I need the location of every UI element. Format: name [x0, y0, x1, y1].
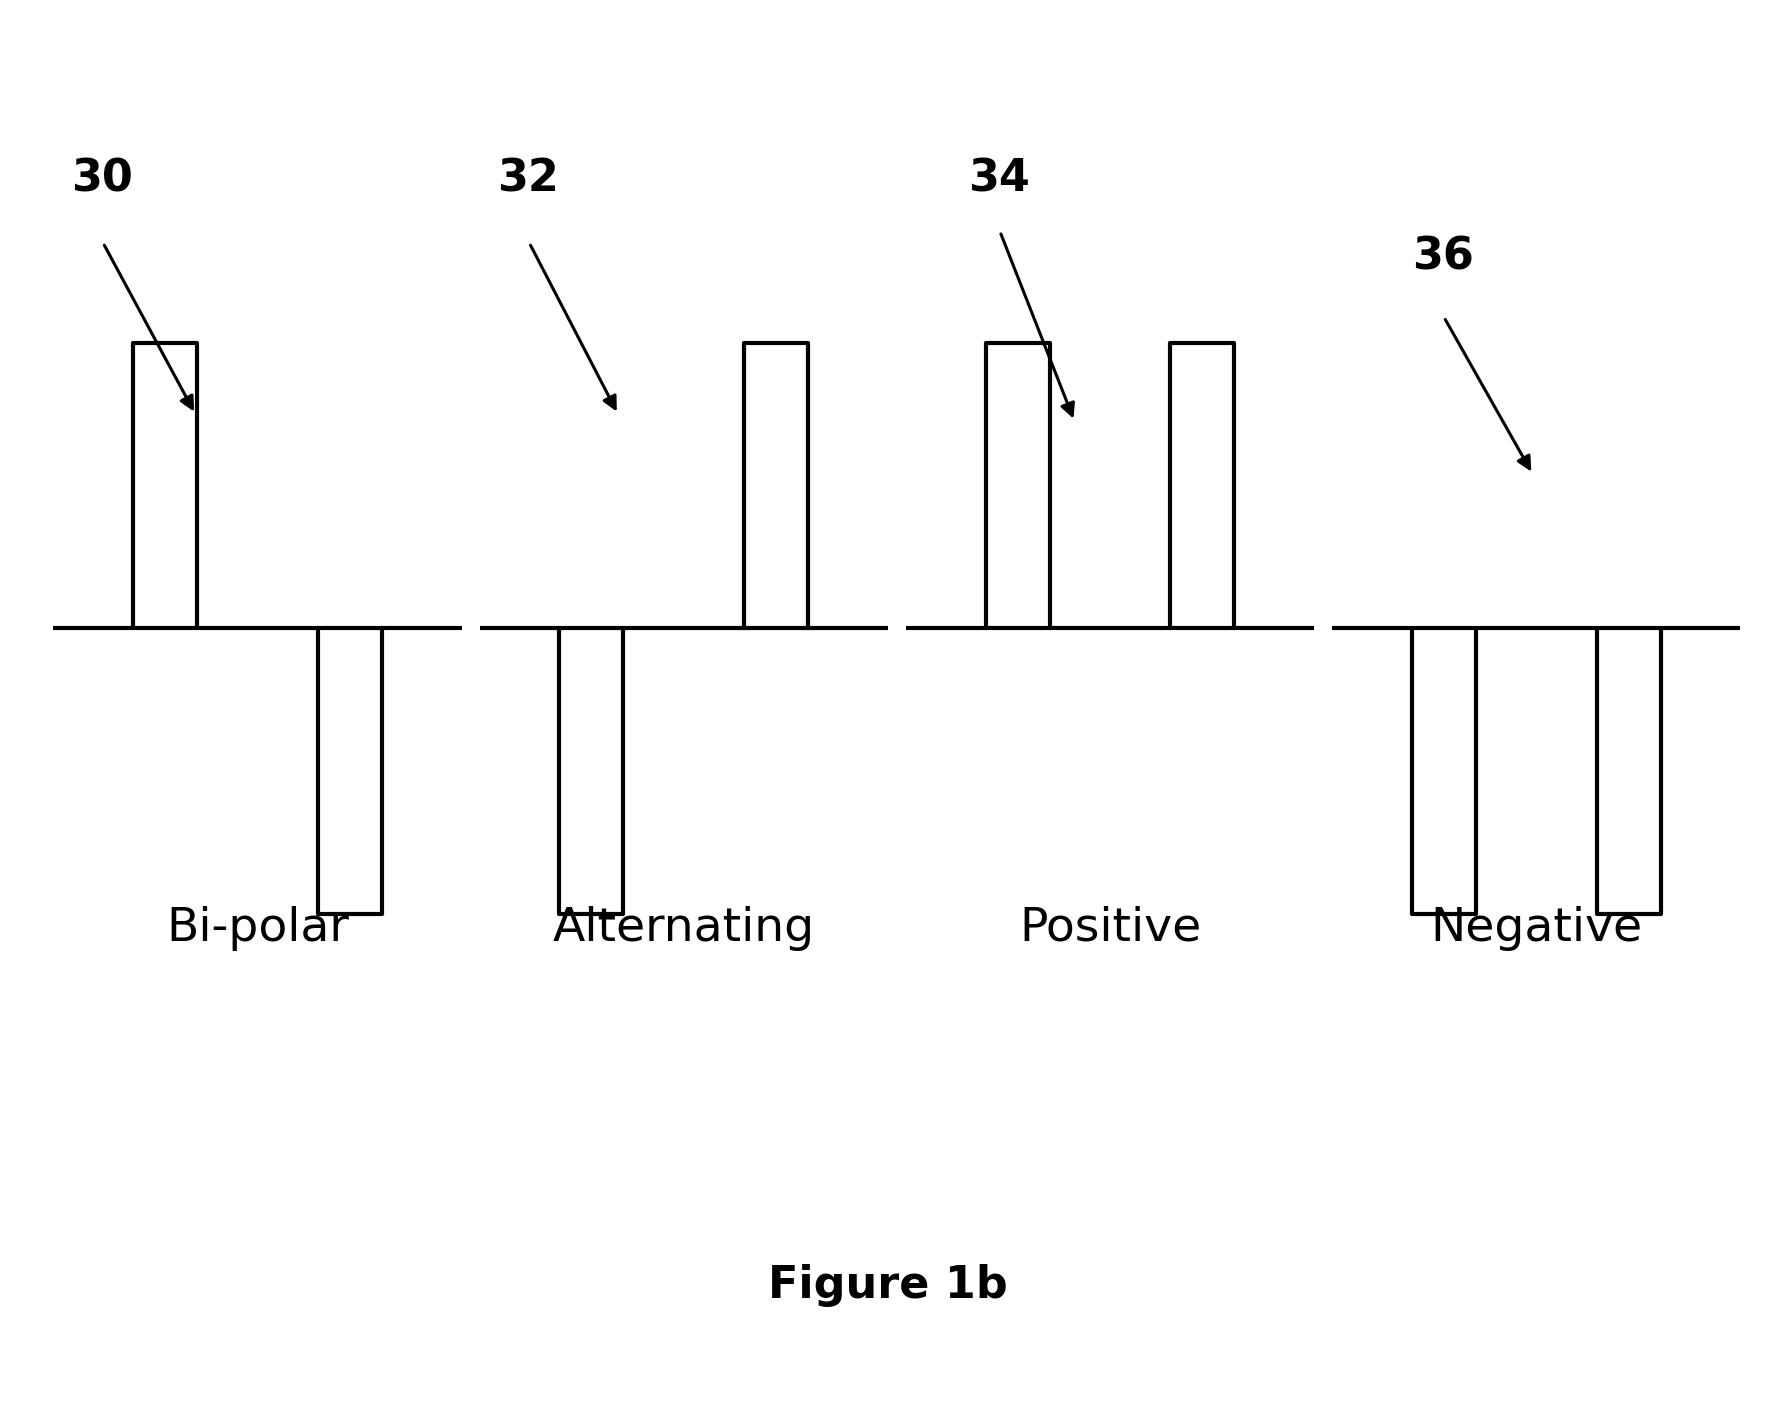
Text: Negative: Negative — [1430, 905, 1643, 951]
Text: 36: 36 — [1412, 236, 1474, 278]
Text: 30: 30 — [71, 157, 133, 200]
Text: Alternating: Alternating — [552, 905, 815, 951]
Text: Positive: Positive — [1019, 905, 1201, 951]
Text: Bi-polar: Bi-polar — [167, 905, 348, 951]
Text: 34: 34 — [968, 157, 1030, 200]
Text: Figure 1b: Figure 1b — [769, 1264, 1007, 1307]
Text: 32: 32 — [497, 157, 559, 200]
